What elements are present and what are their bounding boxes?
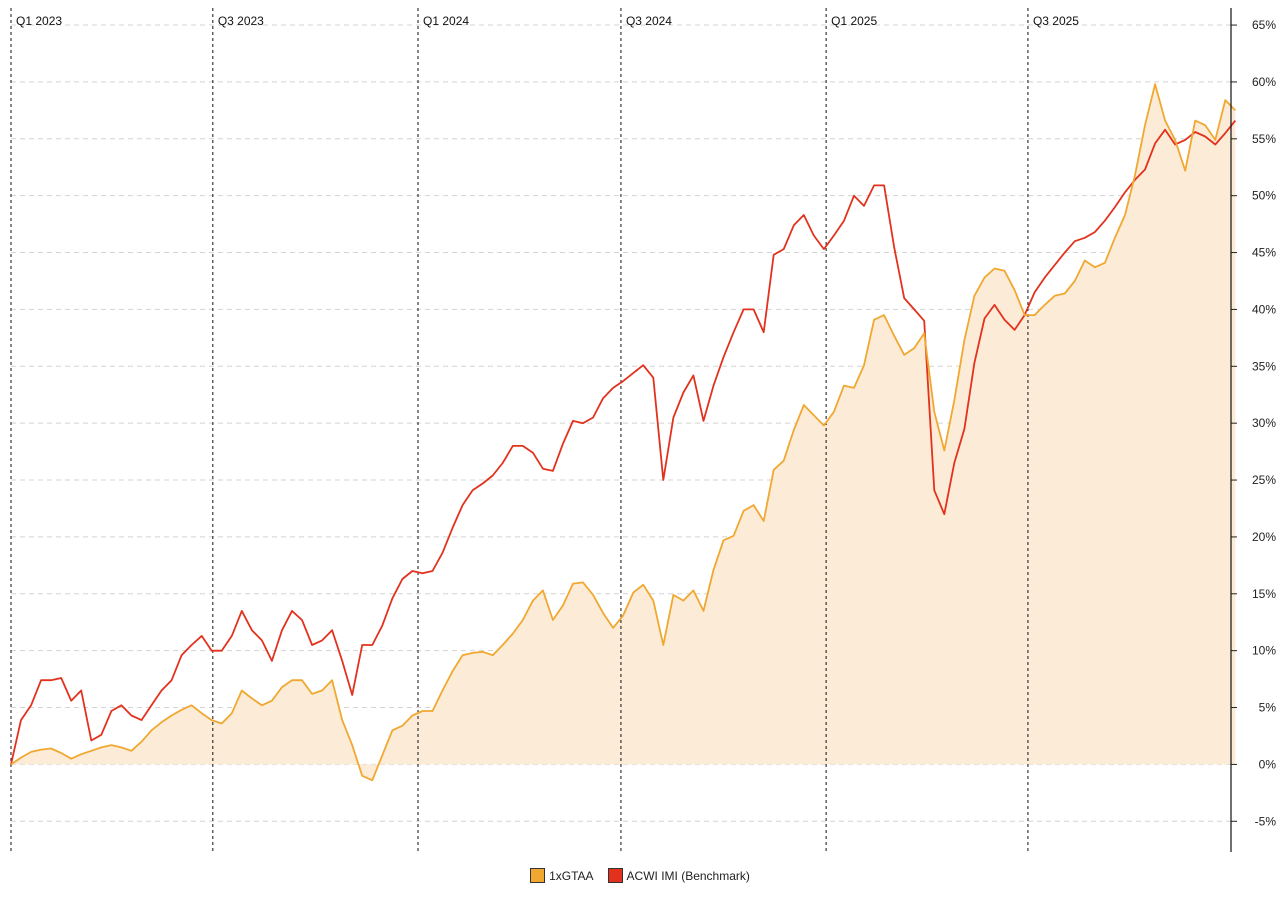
quarter-lines: Q1 2023 Q3 2023 Q1 2024 Q3 2024 Q1 2025 Q3 20… [10, 8, 1079, 852]
x-tick-label: Q1 2025 [831, 14, 877, 28]
y-tick-label: 20% [1252, 530, 1276, 544]
y-tick-label: 0% [1259, 757, 1277, 771]
y-tick-label: -5% [1255, 814, 1277, 828]
x-tick-label: Q3 2023 [218, 14, 264, 28]
y-tick-label: 35% [1252, 359, 1276, 373]
benchmark-line [10, 120, 1237, 765]
x-tick-label: Q1 2023 [16, 14, 62, 28]
gtaa-line [10, 83, 1236, 782]
legend-swatch-benchmark [607, 868, 623, 883]
legend-label-benchmark: ACWI IMI (Benchmark) [626, 868, 750, 883]
legend: 1xGTAA ACWI IMI (Benchmark) [0, 868, 1280, 883]
legend-label-gtaa: 1xGTAA [549, 868, 594, 883]
legend-item-gtaa[interactable]: 1xGTAA [530, 868, 594, 883]
y-tick-label: 25% [1252, 473, 1276, 487]
gtaa-area-fill [11, 84, 1236, 781]
legend-item-benchmark[interactable]: ACWI IMI (Benchmark) [607, 868, 750, 883]
y-axis: -5% 0% 5% 10% 15% 20% 25% 30% 35% 40% 45% 50% 55% 60%… [1230, 8, 1277, 852]
legend-swatch-gtaa [530, 868, 546, 883]
y-tick-label: 50% [1252, 189, 1276, 203]
x-tick-label: Q3 2024 [626, 14, 672, 28]
y-tick-label: 45% [1252, 246, 1276, 260]
y-tick-label: 65% [1252, 18, 1276, 32]
y-tick-label: 60% [1252, 75, 1276, 89]
y-tick-label: 40% [1252, 302, 1276, 316]
x-tick-label: Q1 2024 [423, 14, 469, 28]
x-tick-label: Q3 2025 [1033, 14, 1079, 28]
y-tick-label: 10% [1252, 644, 1276, 658]
performance-chart: Q1 2023 Q3 2023 Q1 2024 Q3 2024 Q1 2025 Q3 20… [10, 8, 1277, 852]
y-tick-label: 55% [1252, 132, 1276, 146]
y-tick-label: 15% [1252, 587, 1276, 601]
gtaa-area [11, 84, 1236, 781]
y-tick-label: 5% [1259, 701, 1277, 715]
y-tick-label: 30% [1252, 416, 1276, 430]
series-lines [10, 83, 1237, 782]
